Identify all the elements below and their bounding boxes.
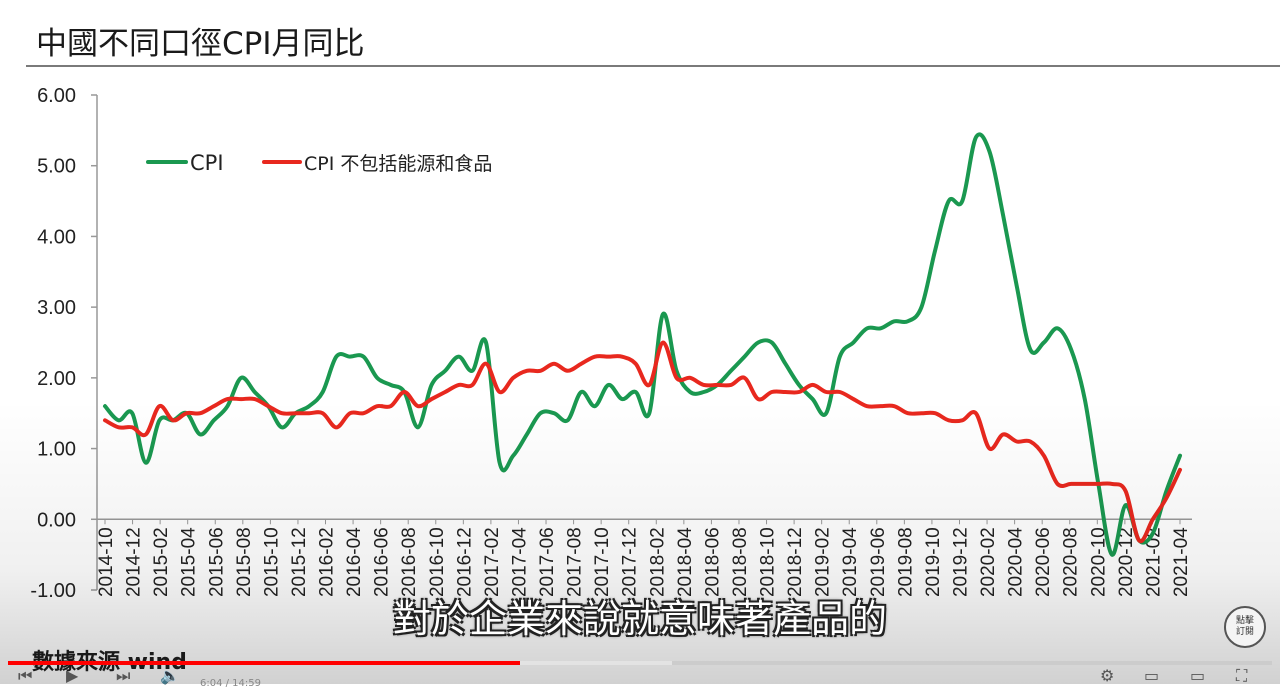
x-tick-label: 2016-08 xyxy=(399,527,420,597)
miniplayer-icon[interactable]: ▭ xyxy=(1144,666,1160,685)
x-tick-label: 2015-04 xyxy=(179,527,200,597)
x-tick-label: 2018-12 xyxy=(785,527,806,597)
x-tick-label: 2020-10 xyxy=(1088,527,1109,597)
y-tick-label: 2.00 xyxy=(37,368,76,390)
y-tick-label: 6.00 xyxy=(37,85,76,107)
x-tick-label: 2019-08 xyxy=(895,527,916,597)
x-tick-label: 2015-12 xyxy=(289,527,310,597)
x-tick-label: 2015-02 xyxy=(151,527,172,597)
x-tick-label: 2015-08 xyxy=(234,527,255,597)
x-tick-label: 2017-04 xyxy=(509,527,530,597)
player-controls: ⏮ ▶ ⏭ 🔈 6:04 / 14:59 ⚙ ▭ ▭ ⛶ xyxy=(0,666,1280,689)
x-tick-label: 2018-10 xyxy=(758,527,779,597)
core-cpi-series-line xyxy=(103,340,1182,544)
x-tick-label: 2017-06 xyxy=(537,527,558,597)
x-tick-label: 2020-06 xyxy=(1033,527,1054,597)
video-subtitle: 對於企業來說就意味著產品的 xyxy=(392,597,887,641)
legend-label-cpi: CPI xyxy=(190,151,224,175)
x-tick-label: 2019-12 xyxy=(950,527,971,597)
legend-label-core: CPI 不包括能源和食品 xyxy=(304,153,492,175)
x-tick-label: 2019-02 xyxy=(813,527,834,597)
x-tick-label: 2020-02 xyxy=(978,527,999,597)
y-tick-label: 1.00 xyxy=(37,439,76,461)
x-tick-label: 2017-02 xyxy=(482,527,503,597)
x-tick-label: 2018-08 xyxy=(730,527,751,597)
x-tick-label: 2018-06 xyxy=(702,527,723,597)
next-icon[interactable]: ⏭ xyxy=(116,666,131,685)
x-tick-label: 2020-04 xyxy=(1006,527,1027,597)
x-tick-label: 2017-12 xyxy=(620,527,641,597)
x-tick-label: 2017-10 xyxy=(592,527,613,597)
theater-icon[interactable]: ▭ xyxy=(1190,666,1206,685)
x-tick-label: 2017-08 xyxy=(565,527,586,597)
cpi-series-line xyxy=(103,132,1182,557)
x-tick-label: 2016-02 xyxy=(317,527,338,597)
y-tick-label: 5.00 xyxy=(37,156,76,178)
settings-icon[interactable]: ⚙ xyxy=(1100,666,1115,685)
previous-icon[interactable]: ⏮ xyxy=(18,666,33,685)
subscribe-label: 點擊訂閱 xyxy=(1235,616,1254,637)
x-tick-label: 2016-10 xyxy=(427,527,448,597)
x-tick-label: 2018-02 xyxy=(647,527,668,597)
volume-icon[interactable]: 🔈 xyxy=(160,666,180,685)
y-tick-label: -1.00 xyxy=(30,580,76,602)
progress-played xyxy=(8,661,520,665)
x-tick-label: 2016-06 xyxy=(372,527,393,597)
x-tick-label: 2019-06 xyxy=(868,527,889,597)
page-title: 中國不同口徑CPI月同比 xyxy=(36,26,365,62)
x-tick-label: 2021-02 xyxy=(1143,527,1164,597)
x-tick-label: 2018-04 xyxy=(675,527,696,597)
subscribe-badge[interactable]: 點擊訂閱 xyxy=(1224,606,1266,648)
video-progress-bar[interactable] xyxy=(8,661,1272,665)
x-tick-label: 2014-12 xyxy=(124,527,145,597)
x-tick-label: 2016-04 xyxy=(344,527,365,597)
x-tick-label: 2014-10 xyxy=(96,527,117,597)
x-tick-label: 2020-12 xyxy=(1116,527,1137,597)
x-tick-label: 2020-08 xyxy=(1061,527,1082,597)
x-tick-label: 2015-10 xyxy=(261,527,282,597)
x-tick-label: 2015-06 xyxy=(206,527,227,597)
x-tick-label: 2019-04 xyxy=(840,527,861,597)
x-tick-label: 2019-10 xyxy=(923,527,944,597)
play-icon[interactable]: ▶ xyxy=(66,666,79,685)
title-divider xyxy=(26,65,1280,67)
y-tick-label: 3.00 xyxy=(37,297,76,319)
y-tick-label: 0.00 xyxy=(37,509,76,531)
y-tick-label: 4.00 xyxy=(37,226,76,248)
x-tick-label: 2016-12 xyxy=(454,527,475,597)
x-tick-label: 2021-04 xyxy=(1171,527,1192,597)
fullscreen-icon[interactable]: ⛶ xyxy=(1236,666,1248,685)
